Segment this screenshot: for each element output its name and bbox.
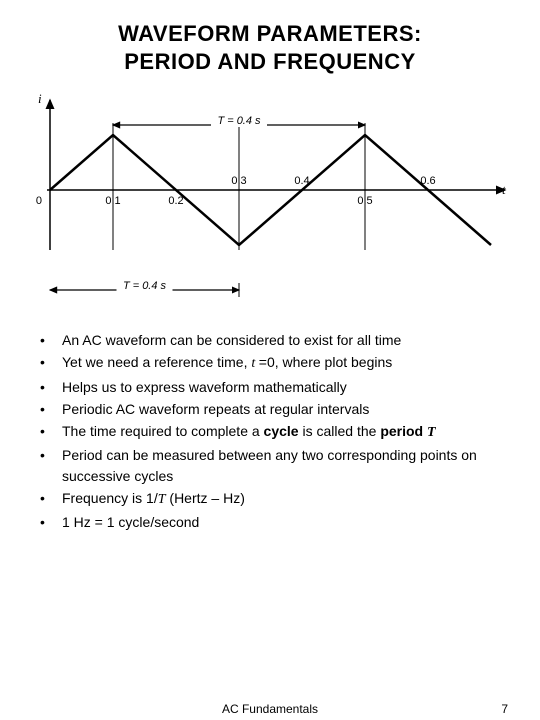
svg-text:0.3: 0.3: [231, 175, 246, 187]
svg-text:0.2: 0.2: [168, 195, 183, 207]
bullet-text: The time required to complete a cycle is…: [62, 421, 436, 443]
bullet-dot: •: [40, 377, 62, 397]
bullet-dot: •: [40, 399, 62, 419]
svg-text:t: t: [502, 182, 506, 197]
svg-text:0: 0: [36, 195, 42, 207]
list-item: •Period can be measured between any two …: [40, 445, 510, 486]
list-item: •Frequency is 1/T (Hertz – Hz): [40, 488, 510, 510]
title-line-2: PERIOD AND FREQUENCY: [124, 49, 416, 74]
bullet-text: An AC waveform can be considered to exis…: [62, 330, 401, 350]
svg-text:T = 0.4 s: T = 0.4 s: [217, 115, 261, 127]
svg-text:0.5: 0.5: [357, 195, 372, 207]
bullet-dot: •: [40, 488, 62, 510]
bullet-dot: •: [40, 330, 62, 350]
bullet-dot: •: [40, 445, 62, 486]
footer-page-number: 7: [501, 702, 508, 716]
waveform-svg: i t 0 0.1 0.2 0.3 0.4 0.5 0.6 T = 0.4 s T = 0.4 s: [30, 85, 510, 320]
bullet-text: Frequency is 1/T (Hertz – Hz): [62, 488, 245, 510]
bullet-dot: •: [40, 352, 62, 374]
footer-center-text: AC Fundamentals: [222, 702, 318, 716]
bullet-text: 1 Hz = 1 cycle/second: [62, 512, 199, 532]
bullet-list: •An AC waveform can be considered to exi…: [30, 330, 510, 533]
bullet-dot: •: [40, 421, 62, 443]
bullet-text: Periodic AC waveform repeats at regular …: [62, 399, 369, 419]
svg-text:0.4: 0.4: [294, 175, 309, 187]
svg-text:i: i: [38, 91, 42, 106]
svg-text:0.6: 0.6: [420, 175, 435, 187]
bullet-text: Period can be measured between any two c…: [62, 445, 510, 486]
list-item: •Yet we need a reference time, t =0, whe…: [40, 352, 510, 374]
list-item: •1 Hz = 1 cycle/second: [40, 512, 510, 532]
bullet-text: Helps us to express waveform mathematica…: [62, 377, 347, 397]
list-item: •Periodic AC waveform repeats at regular…: [40, 399, 510, 419]
bullet-text: Yet we need a reference time, t =0, wher…: [62, 352, 392, 374]
svg-text:T = 0.4 s: T = 0.4 s: [123, 280, 167, 292]
title-line-1: WAVEFORM PARAMETERS:: [118, 21, 422, 46]
waveform-chart: i t 0 0.1 0.2 0.3 0.4 0.5 0.6 T = 0.4 s T = 0.4 s: [30, 85, 510, 320]
list-item: •Helps us to express waveform mathematic…: [40, 377, 510, 397]
svg-text:0.1: 0.1: [105, 195, 120, 207]
page-title: WAVEFORM PARAMETERS: PERIOD AND FREQUENC…: [30, 20, 510, 75]
list-item: •The time required to complete a cycle i…: [40, 421, 510, 443]
bullet-dot: •: [40, 512, 62, 532]
list-item: •An AC waveform can be considered to exi…: [40, 330, 510, 350]
